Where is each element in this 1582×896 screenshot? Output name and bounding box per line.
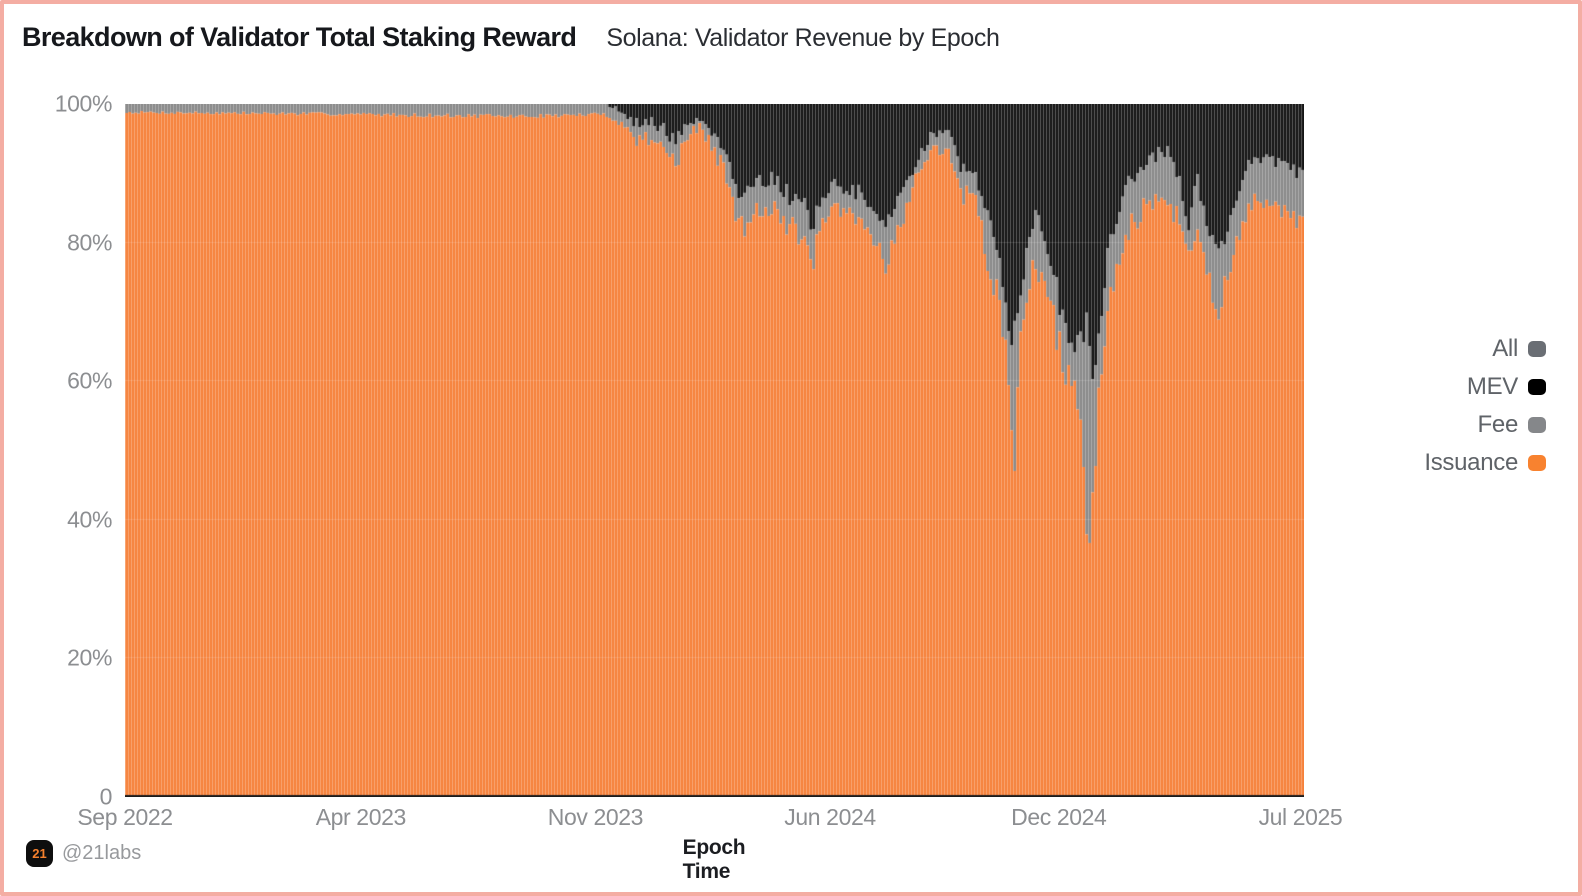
- x-tick: Apr 2023: [315, 804, 407, 830]
- credit-handle: @21labs: [62, 842, 142, 864]
- page-subtitle: Solana: Validator Revenue by Epoch: [606, 24, 1000, 52]
- x-tick: Nov 2023: [547, 804, 644, 830]
- legend-label: Fee: [1477, 410, 1519, 438]
- legend: All MEV Fee Issuance: [1424, 334, 1546, 477]
- credit: 21 @21labs: [26, 840, 141, 867]
- x-tick: Jun 2024: [784, 804, 876, 830]
- x-tick: Dec 2024: [1011, 804, 1107, 830]
- y-tick: 60%: [67, 367, 112, 394]
- legend-item-mev[interactable]: MEV: [1424, 372, 1546, 401]
- legend-item-all[interactable]: All: [1424, 334, 1546, 363]
- legend-swatch-fee: [1528, 416, 1546, 433]
- 21labs-logo-icon: 21: [26, 840, 53, 867]
- legend-label: MEV: [1466, 372, 1518, 400]
- revenue-stacked-bar-canvas[interactable]: [125, 104, 1304, 797]
- legend-item-issuance[interactable]: Issuance: [1424, 448, 1546, 477]
- page-title: Breakdown of Validator Total Staking Rew…: [22, 22, 577, 52]
- header: Breakdown of Validator Total Staking Rew…: [22, 22, 1000, 53]
- legend-swatch-all: [1528, 340, 1546, 357]
- y-tick: 0: [99, 783, 113, 810]
- legend-item-fee[interactable]: Fee: [1424, 410, 1546, 439]
- x-axis-title: Epoch Time: [682, 836, 746, 883]
- x-tick: Sep 2022: [77, 804, 173, 830]
- y-tick: 100%: [54, 90, 113, 117]
- y-tick: 80%: [67, 229, 112, 256]
- y-tick: 20%: [67, 644, 112, 671]
- legend-swatch-issuance: [1528, 454, 1546, 471]
- legend-label: All: [1492, 334, 1518, 362]
- y-tick: 40%: [67, 506, 112, 533]
- legend-swatch-mev: [1528, 378, 1546, 395]
- x-tick: Jul 2025: [1258, 804, 1343, 830]
- legend-label: Issuance: [1424, 448, 1518, 476]
